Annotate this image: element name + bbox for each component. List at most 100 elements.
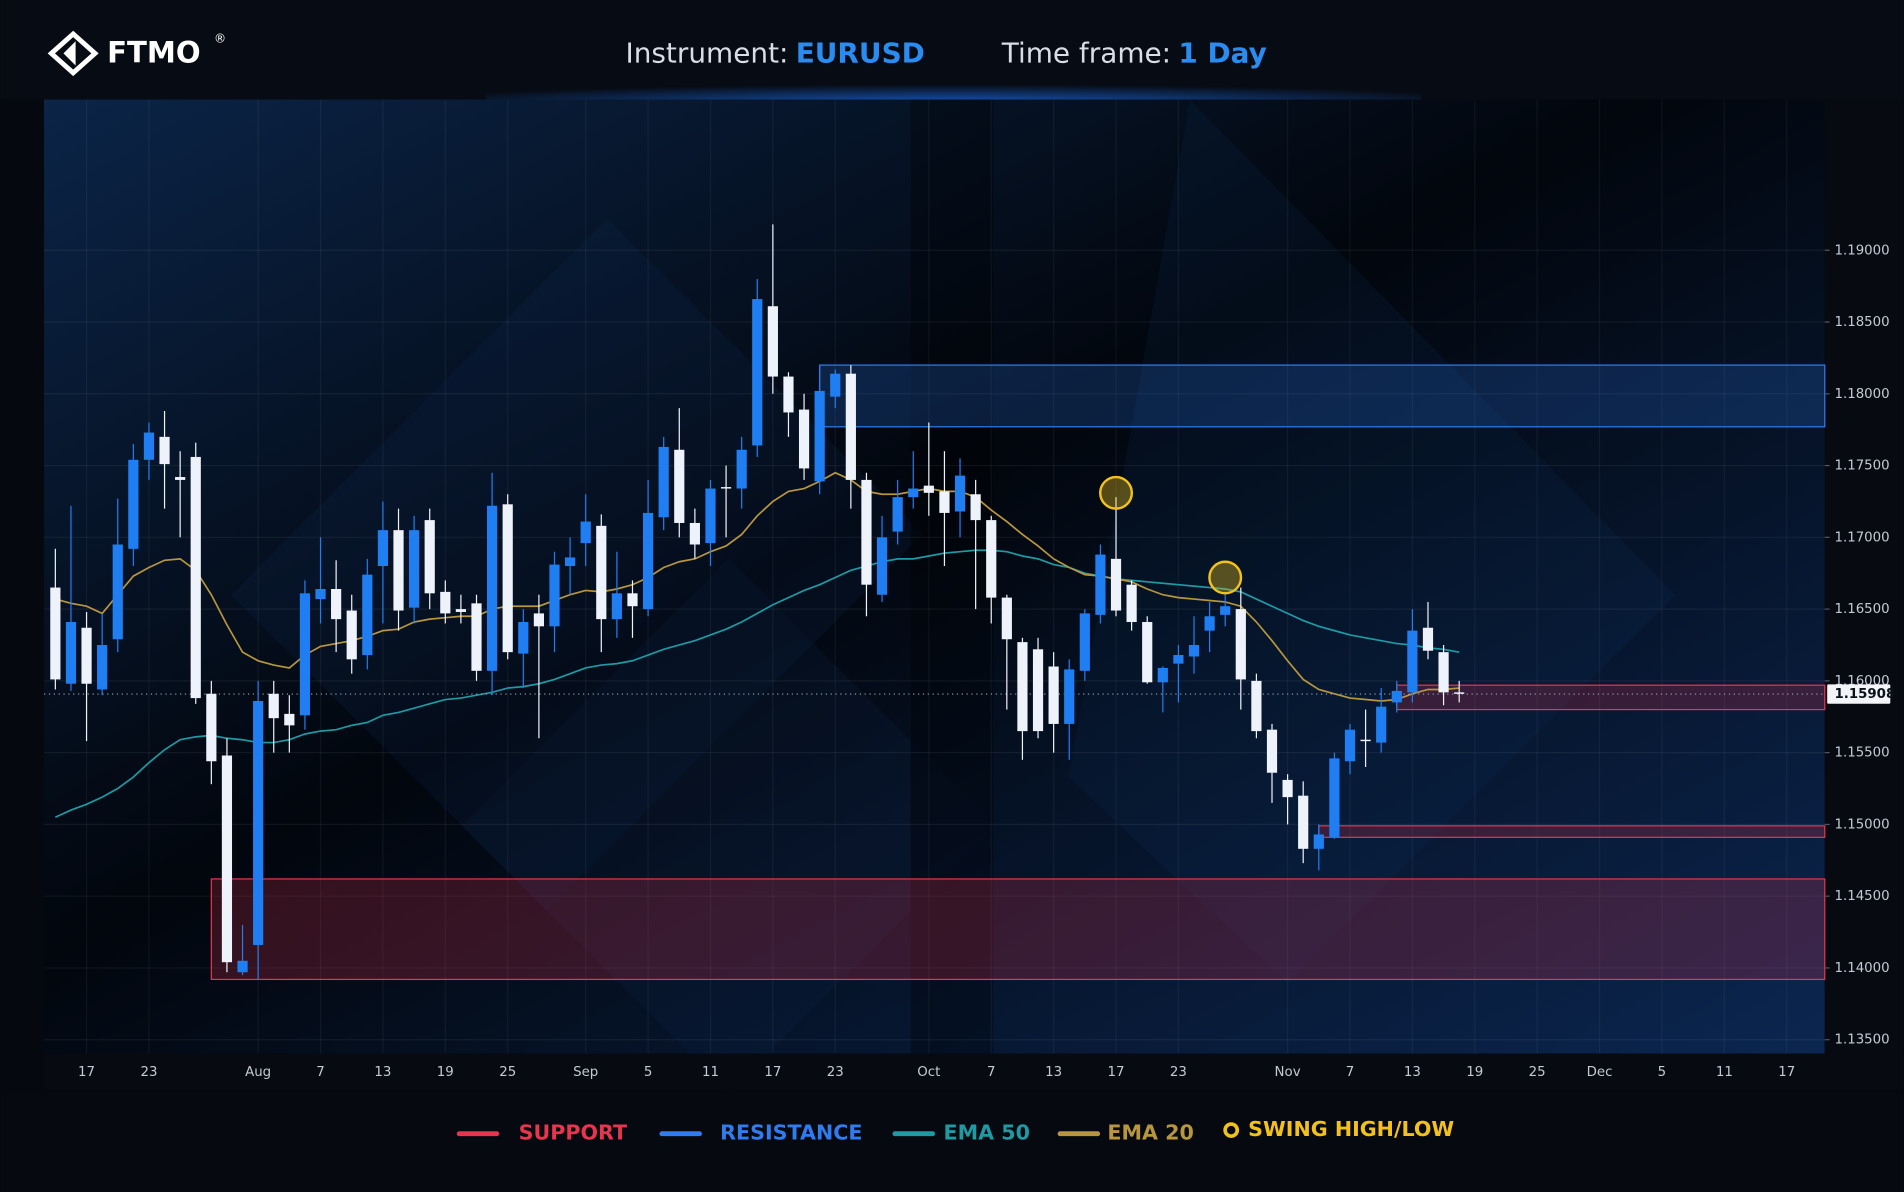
candle-body xyxy=(377,530,389,567)
candle-body xyxy=(175,477,186,480)
last-price-box xyxy=(1827,684,1891,704)
candle-body xyxy=(502,504,513,653)
candle-body xyxy=(986,520,997,598)
candle-body xyxy=(65,622,77,684)
y-tick-label: 1.19000 xyxy=(1834,243,1889,258)
y-tick-label: 1.14500 xyxy=(1834,889,1889,904)
x-tick-label: Dec xyxy=(1587,1065,1613,1080)
candle-body xyxy=(814,390,825,482)
x-tick-label: 17 xyxy=(78,1065,95,1080)
x-tick-label: 25 xyxy=(1529,1065,1546,1080)
candle-body xyxy=(939,491,950,513)
candle-body xyxy=(190,456,201,699)
legend-label: SUPPORT xyxy=(519,1121,627,1145)
candle-body xyxy=(1438,652,1449,693)
candle-body xyxy=(876,537,888,595)
candle-body xyxy=(331,589,342,620)
y-axis-strip xyxy=(1824,99,1904,1054)
candle-body xyxy=(1407,630,1418,693)
legend-bar xyxy=(0,1092,1904,1192)
candle-body xyxy=(315,589,326,600)
candle-body xyxy=(954,475,966,512)
candle-body xyxy=(362,574,373,656)
candle-body xyxy=(1282,779,1293,798)
candle-body xyxy=(237,960,248,973)
candle-body xyxy=(221,755,233,963)
timeframe-label: Time frame: xyxy=(1001,37,1171,70)
candle-body xyxy=(923,485,934,493)
x-tick-label: 13 xyxy=(1404,1065,1421,1080)
y-tick-label: 1.15500 xyxy=(1834,746,1889,761)
candle-body xyxy=(720,487,732,489)
y-tick-label: 1.18000 xyxy=(1834,387,1889,402)
y-tick-label: 1.17500 xyxy=(1834,459,1889,474)
candle-body xyxy=(845,373,856,480)
candle-body xyxy=(128,459,139,549)
y-tick-label: 1.17000 xyxy=(1834,530,1889,545)
last-price-label: 1.15908 xyxy=(1834,687,1895,702)
brand: FTMO xyxy=(107,36,201,70)
candle-body xyxy=(580,521,591,544)
candle-body xyxy=(455,609,467,612)
candles xyxy=(50,224,1465,980)
decor-band xyxy=(910,99,994,1054)
x-tick-label: 7 xyxy=(987,1065,996,1080)
zone xyxy=(1318,825,1826,838)
candle-body xyxy=(1110,558,1122,611)
instrument-label: Instrument: xyxy=(625,37,788,70)
legend-label: RESISTANCE xyxy=(720,1121,862,1145)
x-tick-label: Sep xyxy=(573,1065,598,1080)
y-tick-label: 1.15000 xyxy=(1834,817,1889,832)
candle-body xyxy=(284,713,295,726)
candle-body xyxy=(627,593,638,607)
x-tick-label: Aug xyxy=(245,1065,271,1080)
candle-body xyxy=(1204,616,1215,631)
brand-mark: ® xyxy=(214,31,226,45)
candle-body xyxy=(1220,606,1231,615)
candle-body xyxy=(424,520,435,594)
x-tick-label: 13 xyxy=(374,1065,391,1080)
candle-body xyxy=(1313,834,1324,849)
zone xyxy=(1396,684,1826,711)
candle-body xyxy=(143,432,155,460)
candle-body xyxy=(705,488,716,544)
candle-body xyxy=(268,693,279,719)
candle-body xyxy=(1360,739,1371,742)
logo-icon xyxy=(47,30,99,77)
timeframe: Time frame: 1 Day xyxy=(1001,37,1267,70)
candle-body xyxy=(159,436,170,465)
candle-body xyxy=(596,525,607,620)
x-tick-label: 5 xyxy=(644,1065,653,1080)
decor-diamond xyxy=(461,558,996,1093)
candle-body xyxy=(892,497,903,532)
x-tick-label: 23 xyxy=(1170,1065,1187,1080)
swing-marker xyxy=(1099,475,1134,510)
candle-body xyxy=(798,409,810,469)
candle-body xyxy=(533,613,544,627)
x-tick-label: 7 xyxy=(316,1065,324,1080)
timeframe-value: 1 Day xyxy=(1178,37,1266,70)
candle-body xyxy=(1142,622,1153,683)
candle-body xyxy=(471,603,482,671)
header-glow xyxy=(485,72,1421,102)
x-tick-label: 5 xyxy=(1658,1065,1667,1080)
candle-body xyxy=(1454,692,1465,694)
legend-label: SWING HIGH/LOW xyxy=(1248,1117,1454,1141)
x-tick-label: 23 xyxy=(827,1065,844,1080)
x-tick-label: Nov xyxy=(1275,1065,1301,1080)
candle-body xyxy=(752,299,763,446)
instrument-value: EURUSD xyxy=(796,37,925,70)
candle-body xyxy=(1017,642,1028,732)
decor xyxy=(230,99,1676,1093)
candle-body xyxy=(1157,667,1168,683)
candle-body xyxy=(518,622,529,654)
candle-body xyxy=(1188,644,1200,657)
candle-body xyxy=(1048,666,1059,724)
candle-body xyxy=(112,544,123,640)
legend: SUPPORT RESISTANCE EMA 50 EMA 20 SWING HIGH/… xyxy=(456,1117,1454,1145)
candle-body xyxy=(658,446,669,518)
candle-body xyxy=(908,488,919,498)
candle-body xyxy=(861,479,872,585)
candle-body xyxy=(1266,729,1278,773)
